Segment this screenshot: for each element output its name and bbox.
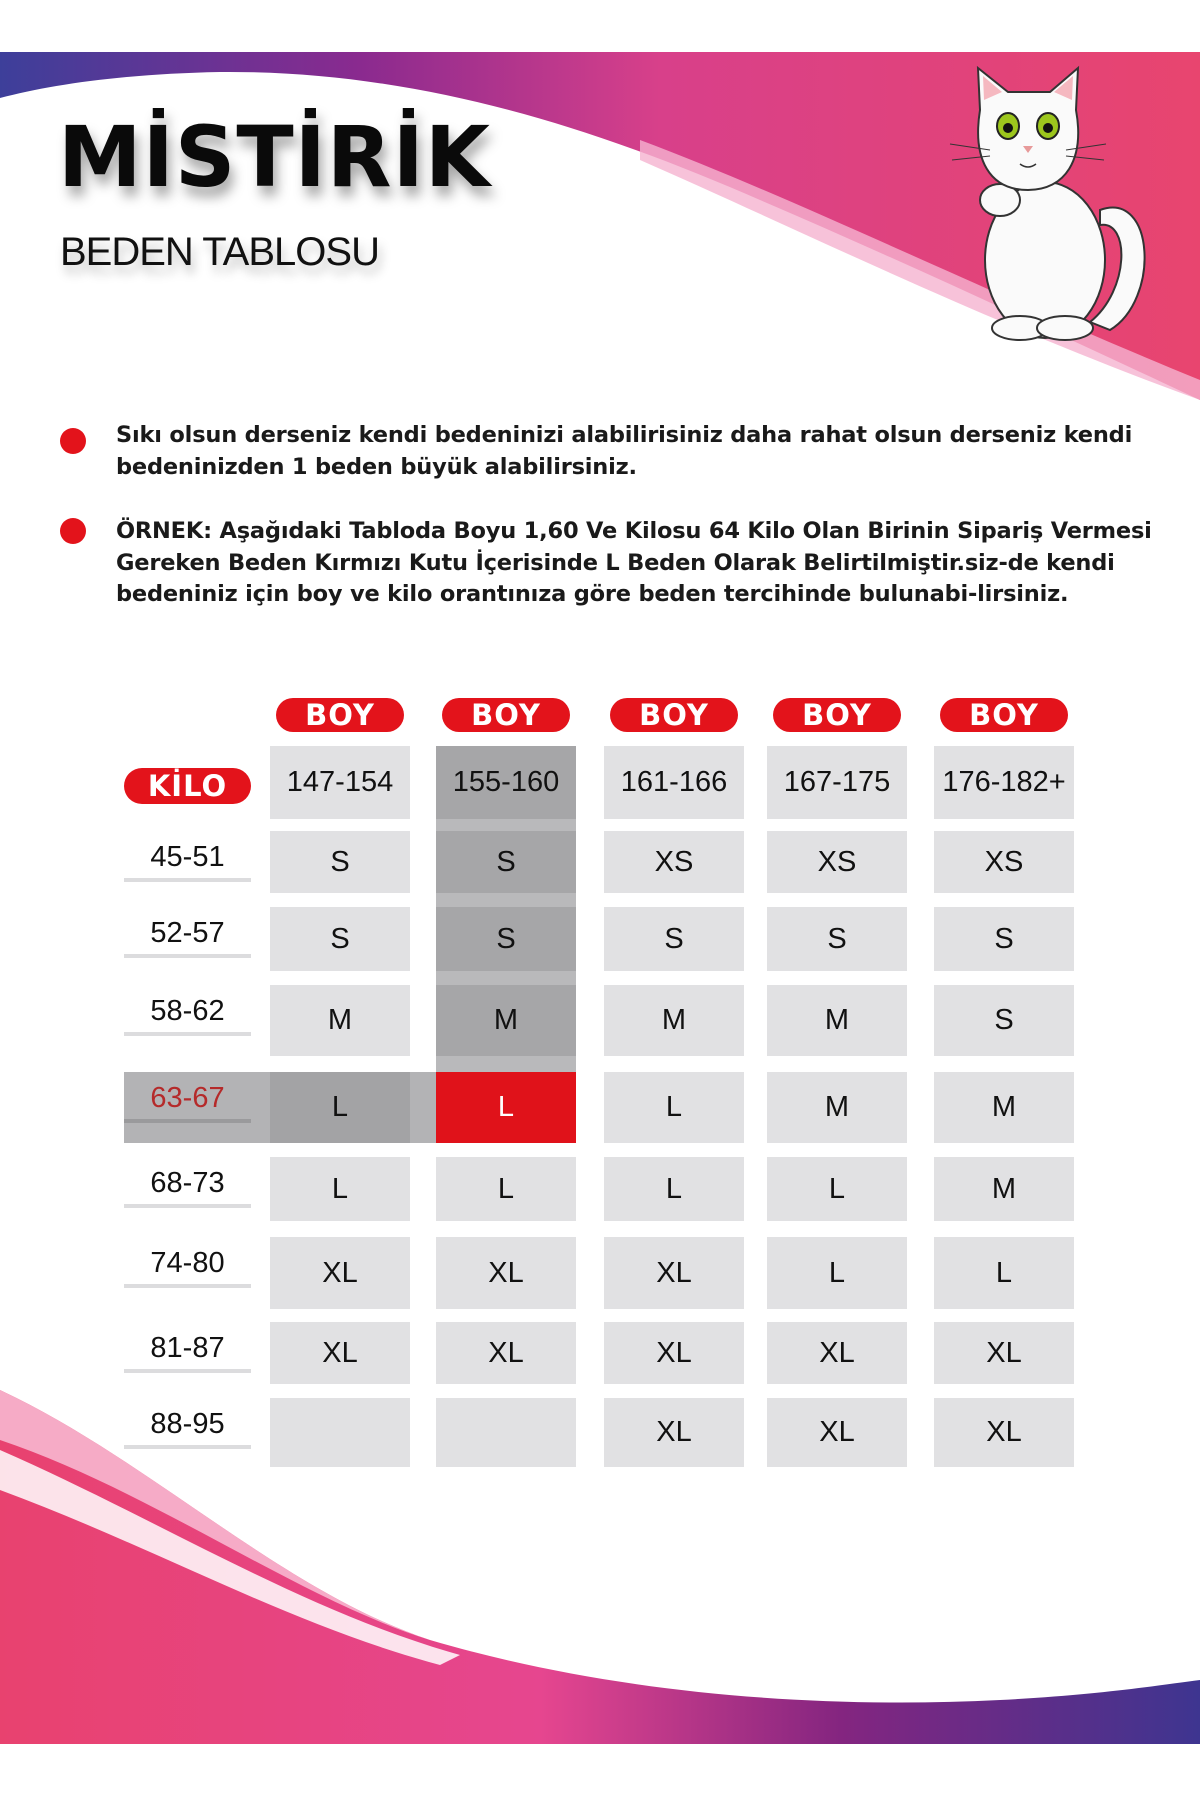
size-cell: M — [604, 985, 744, 1056]
size-cell — [436, 1398, 576, 1467]
brand-logo: MİSTİRİK — [58, 108, 491, 206]
size-cell: XL — [604, 1322, 744, 1384]
size-cell: S — [270, 831, 410, 893]
size-cell: XL — [604, 1398, 744, 1467]
boy-label: BOY — [940, 698, 1068, 732]
size-cell: M — [270, 985, 410, 1056]
size-cell: S — [436, 907, 576, 971]
size-cell: XL — [270, 1237, 410, 1309]
size-cell: L — [270, 1072, 410, 1143]
kilo-range-label: 88-95 — [124, 1408, 251, 1449]
size-cell: M — [767, 1072, 907, 1143]
height-range-header: 176-182+ — [934, 746, 1074, 819]
size-cell: M — [934, 1072, 1074, 1143]
size-cell: S — [767, 907, 907, 971]
kilo-range-label: 68-73 — [124, 1167, 251, 1208]
size-cell: L — [604, 1072, 744, 1143]
size-cell: XL — [436, 1237, 576, 1309]
note-2: ÖRNEK: Aşağıdaki Tabloda Boyu 1,60 Ve Ki… — [116, 518, 1152, 607]
size-cell: S — [436, 831, 576, 893]
size-cell: L — [436, 1157, 576, 1221]
kilo-range-label: 45-51 — [124, 841, 251, 882]
size-cell: XS — [934, 831, 1074, 893]
boy-label: BOY — [773, 698, 901, 732]
size-cell: XS — [767, 831, 907, 893]
size-cell: XS — [604, 831, 744, 893]
bullet-icon — [60, 428, 86, 454]
kilo-range-label: 52-57 — [124, 917, 251, 958]
size-cell: XL — [934, 1322, 1074, 1384]
size-cell: XL — [604, 1237, 744, 1309]
size-cell: L — [767, 1237, 907, 1309]
size-cell: L — [270, 1157, 410, 1221]
note-1: Sıkı olsun derseniz kendi bedeninizi ala… — [116, 422, 1133, 480]
size-cell: S — [934, 985, 1074, 1056]
top-wave — [0, 52, 1200, 400]
size-cell: XL — [436, 1322, 576, 1384]
cat-icon — [949, 65, 1146, 341]
size-cell: L — [604, 1157, 744, 1221]
height-range-header: 155-160 — [436, 746, 576, 819]
size-cell: XL — [767, 1322, 907, 1384]
page-subtitle: BEDEN TABLOSU — [60, 230, 380, 274]
size-cell: XL — [270, 1322, 410, 1384]
bottom-wave — [0, 1390, 1200, 1744]
kilo-range-label: 63-67 — [124, 1082, 251, 1123]
size-cell — [270, 1398, 410, 1467]
boy-label: BOY — [276, 698, 404, 732]
size-cell: XL — [934, 1398, 1074, 1467]
size-cell: M — [436, 985, 576, 1056]
bullet-icon — [60, 518, 86, 544]
size-cell: S — [934, 907, 1074, 971]
height-range-header: 161-166 — [604, 746, 744, 819]
boy-label: BOY — [610, 698, 738, 732]
kilo-range-label: 58-62 — [124, 995, 251, 1036]
highlighted-size-cell: L — [436, 1072, 576, 1143]
size-cell: M — [767, 985, 907, 1056]
height-range-header: 147-154 — [270, 746, 410, 819]
size-cell: L — [934, 1237, 1074, 1309]
size-cell: XL — [767, 1398, 907, 1467]
kilo-range-label: 74-80 — [124, 1247, 251, 1288]
kilo-range-label: 81-87 — [124, 1332, 251, 1373]
size-cell: L — [767, 1157, 907, 1221]
size-cell: S — [604, 907, 744, 971]
size-cell: M — [934, 1157, 1074, 1221]
size-cell: S — [270, 907, 410, 971]
height-range-header: 167-175 — [767, 746, 907, 819]
boy-label: BOY — [442, 698, 570, 732]
kilo-label: KİLO — [124, 768, 251, 804]
